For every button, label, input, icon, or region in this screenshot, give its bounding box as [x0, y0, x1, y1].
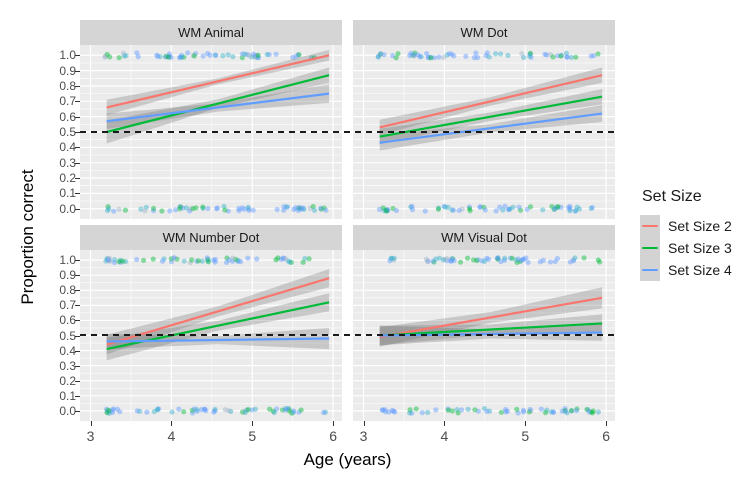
- legend-keys: Set Size 2 Set Size 3 Set Size 4: [630, 215, 752, 281]
- y-tick-label: 0.1: [59, 388, 76, 403]
- facet-strip-wm-visual-dot: WM Visual Dot: [353, 225, 615, 250]
- set-size-4-line-icon: [642, 268, 658, 272]
- x-tick-mark: [444, 421, 446, 426]
- y-tick-mark: [75, 410, 80, 412]
- y-tick-mark: [75, 380, 80, 382]
- y-tick-label: 0.2: [59, 373, 76, 388]
- raw-data-points: [375, 50, 601, 214]
- x-tick-label: 5: [248, 428, 257, 444]
- x-tick-mark: [90, 421, 92, 426]
- y-tick-mark: [75, 101, 80, 103]
- raw-data-points: [102, 50, 329, 214]
- y-tick-label: 0.9: [59, 63, 76, 78]
- y-tick-mark: [75, 55, 80, 57]
- x-tick-mark: [525, 421, 527, 426]
- legend-title: Set Size: [642, 188, 702, 205]
- y-tick-mark: [75, 290, 80, 292]
- legend-key-swatch: [640, 237, 660, 259]
- major-gridlines: [353, 45, 615, 219]
- x-tick-label: 4: [167, 428, 176, 444]
- legend-key-swatch: [640, 215, 660, 237]
- y-tick-label: 0.4: [59, 140, 76, 155]
- x-tick-mark: [171, 421, 173, 426]
- y-tick-mark: [75, 70, 80, 72]
- y-tick-mark: [75, 193, 80, 195]
- y-tick-mark: [75, 320, 80, 322]
- minor-gridlines: [353, 45, 615, 219]
- y-tick-mark: [75, 335, 80, 337]
- y-tick-mark: [75, 305, 80, 307]
- y-tick-mark: [75, 132, 80, 133]
- y-tick-label: 0.8: [59, 283, 76, 298]
- set-size-3-line-icon: [642, 246, 658, 250]
- legend-entry-label: Set Size 3: [668, 240, 732, 256]
- y-tick-mark: [75, 162, 80, 164]
- y-tick-mark: [75, 365, 80, 367]
- strip-label: WM Dot: [460, 25, 508, 40]
- legend-key-swatch: [640, 259, 660, 281]
- reference-line-0_5-row2: [80, 334, 615, 336]
- x-tick-label: 5: [521, 428, 530, 444]
- y-tick-label: 0.6: [59, 313, 76, 328]
- set-size-2-line-icon: [642, 224, 658, 228]
- y-tick-label: 1.0: [59, 253, 76, 268]
- reference-line-0_5-row1: [80, 131, 615, 133]
- y-tick-label: 0.3: [59, 155, 76, 170]
- y-tick-label: 0.9: [59, 268, 76, 283]
- y-tick-label: 0.7: [59, 298, 76, 313]
- facet-strip-wm-dot: WM Dot: [353, 20, 615, 45]
- y-tick-label: 0.4: [59, 343, 76, 358]
- y-tick-label: 0.1: [59, 186, 76, 201]
- x-tick-label: 3: [359, 428, 368, 444]
- raw-data-points: [103, 255, 329, 416]
- legend-entry-set-size-3: Set Size 3: [640, 237, 752, 259]
- x-tick-mark: [606, 421, 608, 426]
- raw-data-points: [379, 255, 603, 416]
- facet-strip-wm-number-dot: WM Number Dot: [80, 225, 342, 250]
- y-tick-mark: [75, 208, 80, 210]
- x-tick-mark: [363, 421, 365, 426]
- legend-entry-set-size-4: Set Size 4: [640, 259, 752, 281]
- y-tick-mark: [75, 350, 80, 352]
- legend-entry-label: Set Size 2: [668, 218, 732, 234]
- fitted-lines: [106, 54, 330, 134]
- y-axis-title: Proportion correct: [18, 169, 37, 305]
- fitted-lines: [379, 74, 603, 144]
- x-axis-title: Age (years): [303, 450, 392, 469]
- y-tick-label: 0.0: [59, 201, 76, 216]
- x-tick-label: 3: [86, 428, 95, 444]
- y-tick-label: 0.7: [59, 94, 76, 109]
- y-tick-label: 1.0: [59, 48, 76, 63]
- y-tick-mark: [75, 275, 80, 277]
- strip-label: WM Number Dot: [162, 230, 260, 245]
- y-tick-mark: [75, 116, 80, 118]
- y-tick-label: 0.8: [59, 78, 76, 93]
- y-tick-label: 0.6: [59, 109, 76, 124]
- facet-strip-wm-animal: WM Animal: [80, 20, 342, 45]
- y-tick-mark: [75, 395, 80, 397]
- strip-label: WM Animal: [178, 25, 244, 40]
- x-tick-label: 4: [440, 428, 449, 444]
- x-tick-mark: [252, 421, 254, 426]
- y-tick-mark: [75, 178, 80, 180]
- x-tick-label: 6: [602, 428, 610, 444]
- y-tick-label: 0.5: [59, 125, 76, 139]
- y-tick-label: 0.3: [59, 358, 76, 373]
- y-tick-mark: [75, 147, 80, 149]
- strip-label: WM Visual Dot: [441, 230, 527, 245]
- legend-entry-set-size-2: Set Size 2: [640, 215, 752, 237]
- fitted-lines: [106, 277, 330, 351]
- y-tick-label: 0.5: [59, 328, 76, 343]
- y-tick-mark: [75, 85, 80, 87]
- y-tick-label: 0.2: [59, 171, 76, 186]
- x-tick-label: 6: [329, 428, 337, 444]
- y-tick-mark: [75, 260, 80, 262]
- legend-entry-label: Set Size 4: [668, 262, 732, 278]
- x-tick-mark: [333, 421, 335, 426]
- y-tick-label: 0.0: [59, 403, 76, 418]
- legend: Set Size Set Size 2 Set Size 3 Set Size …: [630, 188, 752, 281]
